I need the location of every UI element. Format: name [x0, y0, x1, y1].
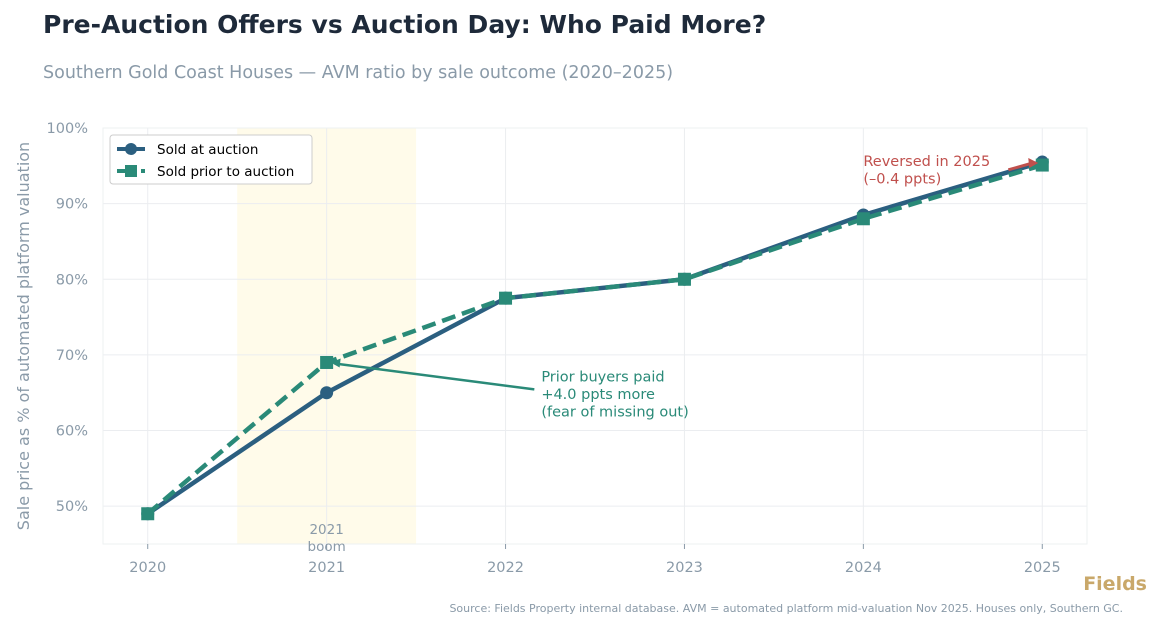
series-line-1	[146, 162, 1043, 516]
chart-subtitle: Southern Gold Coast Houses — AVM ratio b…	[43, 63, 674, 83]
x-tick-label: 2022	[487, 560, 524, 576]
y-tick-label: 50%	[56, 499, 88, 515]
annotation-text: (fear of missing out)	[541, 404, 688, 420]
data-point-auction	[320, 386, 334, 400]
annotation-arrow	[1007, 161, 1033, 172]
legend: Sold at auction Sold prior to auction	[109, 134, 313, 185]
y-axis-label: Sale price as % of automated platform va…	[14, 142, 33, 530]
data-point-prior	[141, 507, 155, 521]
data-point-prior	[677, 272, 691, 286]
y-tick-label: 100%	[47, 121, 88, 137]
x-tick-label: 2024	[845, 560, 882, 576]
arrowhead	[330, 358, 341, 368]
y-tick-label: 80%	[56, 272, 88, 288]
annotation-text: (–0.4 ppts)	[863, 171, 941, 187]
annotation-text: Prior buyers paid	[541, 369, 664, 385]
legend-marker	[125, 143, 137, 155]
legend-label: Sold prior to auction	[157, 164, 294, 180]
data-point-prior	[856, 212, 870, 226]
source-note: Source: Fields Property internal databas…	[449, 602, 1123, 615]
annotation-text: Reversed in 2025	[863, 154, 990, 170]
annotation-arrow	[334, 362, 535, 391]
x-tick-label: 2021	[308, 560, 345, 576]
x-tick-label: 2025	[1024, 560, 1061, 576]
data-point-prior	[1035, 158, 1049, 172]
annotation-text: +4.0 ppts more	[541, 387, 655, 403]
plot-frame	[102, 127, 1088, 545]
x-tick-label: 2020	[129, 560, 166, 576]
boom-label: 2021	[309, 522, 343, 538]
data-point-prior	[499, 291, 513, 305]
boom-label: boom	[308, 539, 346, 555]
y-tick-label: 70%	[56, 348, 88, 364]
arrowhead	[1028, 158, 1039, 169]
brand-logo: Fields	[1083, 573, 1147, 595]
chart-title: Pre-Auction Offers vs Auction Day: Who P…	[43, 10, 767, 39]
y-tick-label: 60%	[56, 424, 88, 440]
legend-label: Sold at auction	[157, 142, 258, 158]
y-tick-label: 90%	[56, 197, 88, 213]
x-tick-label: 2023	[666, 560, 703, 576]
legend-marker	[125, 165, 137, 177]
legend-box	[109, 134, 313, 185]
data-point-prior	[320, 355, 334, 369]
